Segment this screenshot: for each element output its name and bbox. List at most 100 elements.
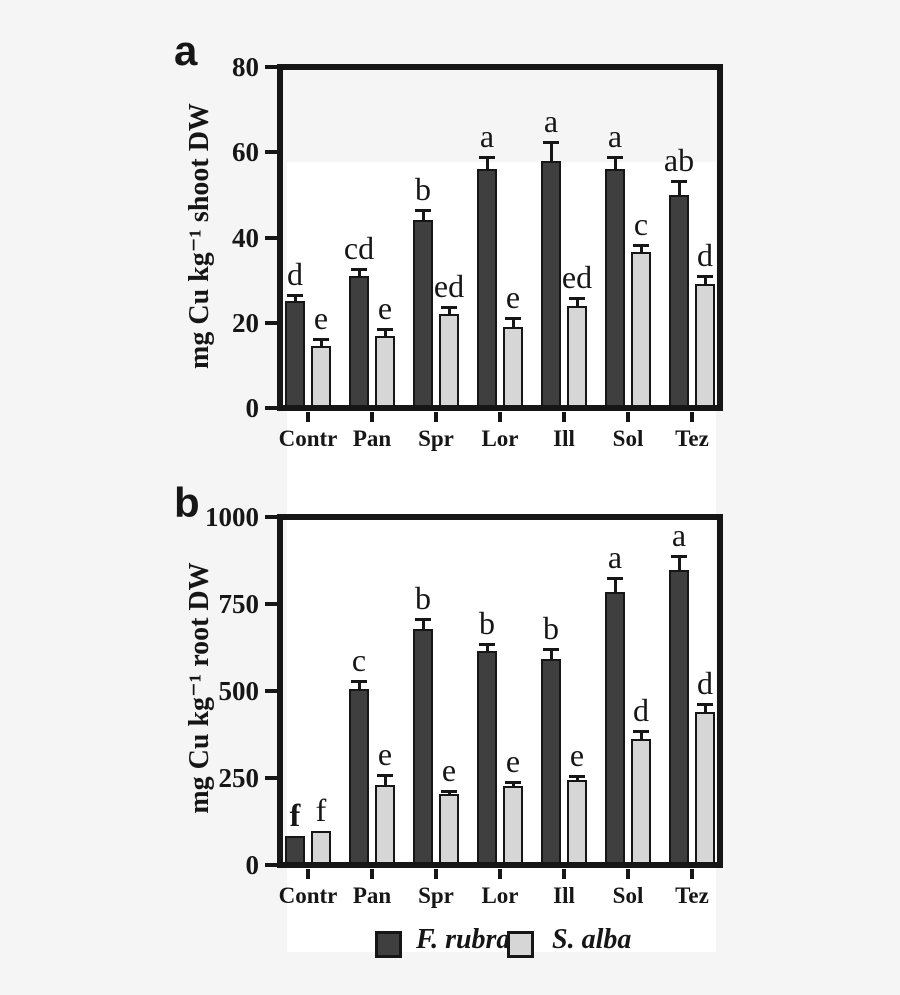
x-tick-a (562, 412, 566, 422)
x-category-label-contr: Contr (278, 426, 338, 451)
y-tick-label-b: 750 (218, 589, 260, 619)
error-bar-cap-f-rubra (543, 140, 559, 144)
x-tick-b (626, 869, 630, 879)
significance-letter-s-alba: ed (561, 259, 593, 296)
legend-label-f-rubra: F. rubra (416, 924, 511, 955)
error-bar-cap-s-alba (569, 774, 585, 778)
bar-s-alba (503, 327, 523, 411)
significance-letter-s-alba: e (313, 300, 329, 337)
error-bar-cap-s-alba (697, 274, 713, 278)
significance-letter-f-rubra: c (351, 641, 367, 678)
significance-letter-s-alba: ed (433, 267, 465, 304)
significance-letter-f-rubra: a (671, 517, 687, 554)
x-tick-a (370, 412, 374, 422)
significance-letter-s-alba: d (697, 236, 713, 273)
significance-letter-s-alba: e (441, 751, 457, 788)
legend-swatch-f-rubra (375, 931, 402, 958)
y-tick-label-b: 500 (218, 676, 260, 706)
error-bar-s-alba (639, 731, 643, 740)
error-bar-f-rubra (421, 619, 425, 630)
error-bar-s-alba (575, 298, 579, 306)
error-bar-cap-f-rubra (351, 679, 367, 683)
x-category-label-tez: Tez (675, 883, 709, 908)
x-category-label-lor: Lor (481, 883, 519, 908)
bar-s-alba (375, 335, 395, 411)
x-category-label-pan: Pan (352, 883, 392, 908)
y-tick-label-a: 60 (232, 137, 259, 168)
bar-s-alba (439, 314, 459, 411)
error-bar-f-rubra (357, 680, 361, 689)
error-bar-cap-s-alba (633, 243, 649, 247)
x-tick-a (498, 412, 502, 422)
bar-s-alba (567, 780, 587, 868)
error-bar-f-rubra (549, 648, 553, 659)
x-tick-b (306, 869, 310, 879)
y-tick-label-b: 1000 (205, 502, 259, 532)
significance-letter-s-alba: e (377, 735, 393, 772)
error-bar-cap-s-alba (377, 327, 393, 331)
error-bar-s-alba (447, 306, 451, 315)
significance-letter-f-rubra: cd (343, 230, 375, 267)
y-tick-a (265, 235, 277, 240)
y-tick-b (265, 863, 277, 867)
error-bar-f-rubra (677, 181, 681, 195)
x-tick-b (370, 869, 374, 879)
y-tick-a (265, 150, 277, 155)
significance-letter-s-alba: d (633, 692, 649, 729)
error-bar-f-rubra (485, 156, 489, 170)
error-bar-cap-f-rubra (351, 268, 367, 272)
error-bar-cap-f-rubra (607, 155, 623, 159)
error-bar-cap-s-alba (569, 297, 585, 301)
significance-letter-f-rubra: d (287, 255, 303, 292)
x-category-label-sol: Sol (612, 426, 644, 451)
bar-s-alba (695, 284, 715, 411)
x-category-label-ill: Ill (553, 883, 575, 908)
x-tick-b (498, 869, 502, 879)
bar-s-alba (695, 712, 715, 868)
error-bar-s-alba (575, 775, 579, 781)
error-bar-cap-f-rubra (415, 208, 431, 212)
y-tick-a (265, 406, 277, 410)
bar-s-alba (503, 786, 523, 868)
significance-letter-s-alba: e (569, 736, 585, 773)
y-tick-b (265, 515, 277, 519)
error-bar-cap-f-rubra (287, 293, 303, 297)
error-bar-s-alba (703, 704, 707, 713)
y-tick-label-a: 80 (232, 52, 259, 82)
x-tick-a (626, 412, 630, 422)
significance-letter-f-rubra: b (543, 609, 559, 646)
y-tick-label-a: 40 (232, 222, 259, 253)
bar-s-alba (311, 346, 331, 411)
error-bar-cap-s-alba (505, 317, 521, 321)
error-bar-cap-s-alba (313, 338, 329, 342)
error-bar-f-rubra (421, 209, 425, 221)
significance-letter-f-rubra: a (543, 102, 559, 139)
legend-swatch-s-alba (507, 931, 534, 958)
y-tick-a (265, 320, 277, 325)
error-bar-f-rubra (293, 294, 297, 302)
bar-s-alba (631, 739, 651, 868)
bar-s-alba (631, 252, 651, 411)
significance-letter-s-alba: c (633, 205, 649, 242)
error-bar-s-alba (511, 318, 515, 327)
significance-letter-s-alba: e (377, 289, 393, 326)
error-bar-f-rubra (677, 556, 681, 571)
x-tick-a (690, 412, 694, 422)
error-bar-s-alba (511, 781, 515, 786)
significance-letter-f-rubra: a (479, 117, 495, 154)
x-category-label-tez: Tez (675, 426, 709, 451)
panel-label-a: a (174, 27, 198, 74)
error-bar-cap-f-rubra (415, 618, 431, 622)
significance-letter-s-alba: e (505, 279, 521, 316)
x-tick-b (690, 869, 694, 879)
y-tick-a (265, 65, 277, 69)
x-category-label-ill: Ill (553, 426, 575, 451)
significance-letter-f-rubra: b (479, 605, 495, 642)
significance-letter-s-alba: d (697, 665, 713, 702)
y-tick-label-a: 20 (232, 307, 259, 338)
error-bar-cap-f-rubra (671, 555, 687, 559)
x-category-label-lor: Lor (481, 426, 519, 451)
x-tick-b (562, 869, 566, 879)
error-bar-f-rubra (357, 269, 361, 276)
